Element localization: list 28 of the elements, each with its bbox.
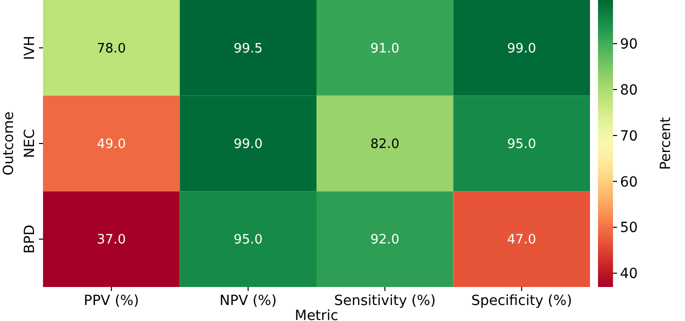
data-label: 95.0 (507, 137, 536, 152)
data-label: 91.0 (370, 41, 400, 56)
data-label: 78.0 (96, 41, 126, 56)
data-label: 99.5 (234, 41, 263, 56)
data-label: 37.0 (96, 232, 126, 248)
color-bar-label: 80 (620, 82, 638, 98)
color-bar-label: 70 (620, 128, 638, 144)
x-tick-label: Sensitivity (%) (334, 293, 436, 309)
color-bar-label: 90 (620, 36, 638, 53)
data-label: 47.0 (507, 232, 536, 248)
color-bar-label: 50 (620, 220, 638, 236)
color-bar-label: 60 (620, 174, 638, 190)
data-label: 95.0 (234, 232, 263, 248)
data-label: 99.0 (234, 137, 263, 152)
x-tick-label: Specificity (%) (471, 293, 572, 309)
data-label: 99.0 (507, 41, 536, 56)
x-tick-label: NPV (%) (220, 293, 277, 309)
color-bar-label: 40 (620, 266, 638, 282)
y-tick-label: BPD (22, 224, 38, 254)
y-tick-label: NEC (22, 128, 38, 158)
x-axis-title: Metric (294, 308, 338, 321)
color-bar-title: Percent (658, 116, 674, 170)
data-label: 82.0 (370, 137, 400, 152)
x-tick-label: PPV (%) (84, 293, 139, 309)
data-label: 49.0 (96, 137, 126, 152)
data-label: 92.0 (370, 232, 400, 248)
y-axis-title: Outcome (1, 112, 17, 176)
y-tick-label: IVH (22, 36, 38, 60)
